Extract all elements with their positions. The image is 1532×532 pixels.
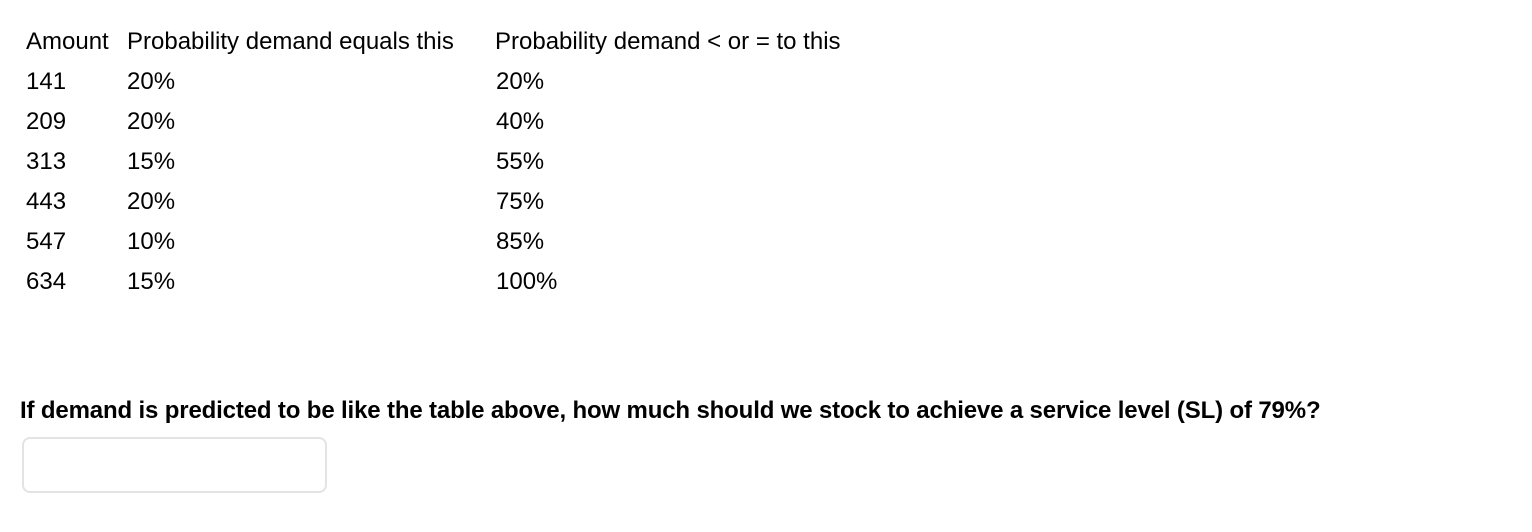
table-row: 634 15% 100% <box>26 262 925 302</box>
cell-amount: 209 <box>26 108 67 135</box>
column-header-probability-cumulative: Probability demand < or = to this <box>495 28 841 55</box>
table-row: 313 15% 55% <box>26 142 925 182</box>
demand-probability-table: Amount Probability demand equals this Pr… <box>26 22 925 302</box>
cell-probability-cumulative: 100% <box>496 268 558 295</box>
table-row: 209 20% 40% <box>26 102 925 142</box>
cell-probability-cumulative: 85% <box>496 228 545 255</box>
question-prompt: If demand is predicted to be like the ta… <box>20 397 1321 424</box>
cell-probability-cumulative: 40% <box>496 108 545 135</box>
table-row: 547 10% 85% <box>26 222 925 262</box>
column-header-probability-equals: Probability demand equals this <box>127 28 454 55</box>
cell-probability-cumulative: 55% <box>496 148 545 175</box>
cell-probability-cumulative: 75% <box>496 188 545 215</box>
cell-probability-equals: 15% <box>127 268 176 295</box>
cell-probability-equals: 15% <box>127 148 176 175</box>
cell-amount: 634 <box>26 268 67 295</box>
cell-amount: 313 <box>26 148 67 175</box>
cell-probability-equals: 20% <box>127 188 176 215</box>
table-row: 141 20% 20% <box>26 62 925 102</box>
cell-probability-equals: 10% <box>127 228 176 255</box>
cell-amount: 443 <box>26 188 67 215</box>
table-row: 443 20% 75% <box>26 182 925 222</box>
cell-amount: 141 <box>26 68 67 95</box>
cell-probability-cumulative: 20% <box>496 68 545 95</box>
table-header-row: Amount Probability demand equals this Pr… <box>26 22 925 62</box>
cell-probability-equals: 20% <box>127 108 176 135</box>
cell-probability-equals: 20% <box>127 68 176 95</box>
answer-input[interactable] <box>22 437 327 493</box>
column-header-amount: Amount <box>26 28 109 55</box>
cell-amount: 547 <box>26 228 67 255</box>
